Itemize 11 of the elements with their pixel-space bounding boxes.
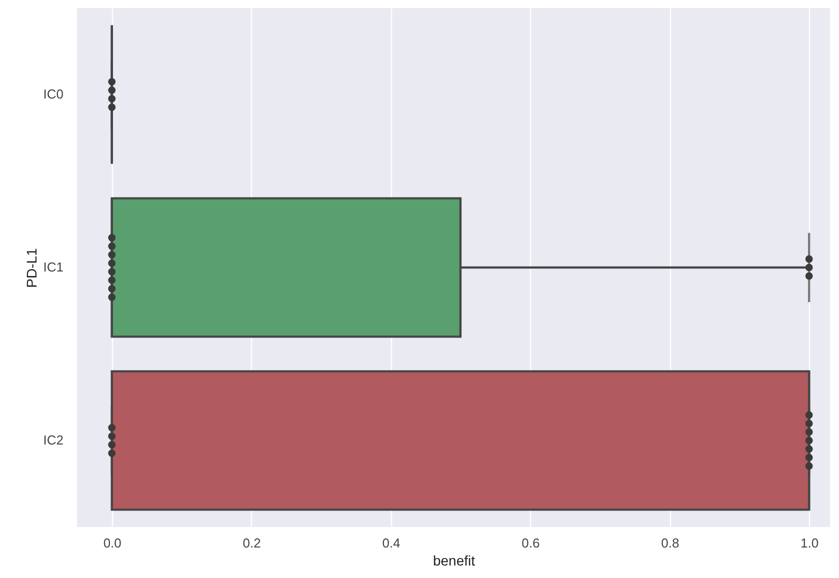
x-tick-label: 1.0 xyxy=(800,536,819,550)
y-tick-label: IC2 xyxy=(43,432,64,448)
y-axis-title: PD-L1 xyxy=(23,248,40,288)
y-tick-label: IC0 xyxy=(43,86,64,102)
x-tick-label: 0.0 xyxy=(103,536,122,550)
x-tick-label: 0.6 xyxy=(522,536,540,550)
x-tick-label: 0.2 xyxy=(242,536,261,550)
x-axis-title: benefit xyxy=(432,552,476,568)
y-tick-label: IC1 xyxy=(43,260,64,274)
x-tick-label: 0.4 xyxy=(382,536,400,550)
x-tick-label: 0.8 xyxy=(661,536,680,550)
